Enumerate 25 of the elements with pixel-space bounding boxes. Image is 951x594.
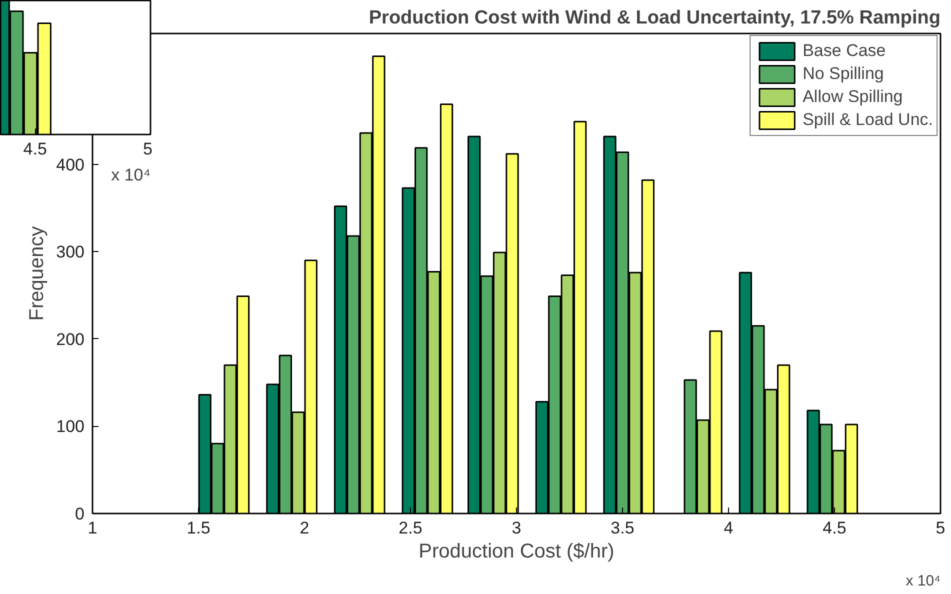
- x-tick-label: 1: [88, 518, 98, 538]
- legend-label: Allow Spilling: [802, 86, 903, 108]
- x-tick-label: 5: [143, 140, 153, 158]
- y-axis-title: Frequency: [26, 226, 48, 321]
- y-tick-label: 300: [56, 242, 85, 262]
- legend-label: Spill & Load Unc.: [802, 109, 933, 131]
- x-tick-label: 2.5: [398, 518, 422, 538]
- y-tick-label: 0: [75, 504, 85, 524]
- x-tick-label: 5: [936, 518, 946, 538]
- x-tick-label: 4: [724, 518, 734, 538]
- x-axis-title: Production Cost ($/hr): [418, 540, 614, 562]
- y-tick-label: 100: [56, 417, 85, 436]
- text: x 10⁴: [906, 572, 941, 590]
- x-tick-label: 2: [300, 518, 310, 538]
- x-tick-label: 3: [512, 518, 522, 538]
- x-tick-label: 1.5: [186, 518, 210, 538]
- y-tick-label: 400: [56, 155, 85, 174]
- legend-label: No Spilling: [802, 63, 884, 85]
- annotation: x 10⁴: [111, 166, 150, 184]
- chart-title: Production Cost with Wind & Load Uncertainty, 17.5% Ramping: [368, 8, 940, 28]
- x-tick-label: 4.5: [822, 518, 846, 538]
- y-tick-label: 200: [56, 330, 85, 349]
- x-tick-label: 4.5: [23, 140, 47, 158]
- legend-label: Base Case: [802, 40, 886, 62]
- x-tick-label: 3.5: [610, 518, 634, 538]
